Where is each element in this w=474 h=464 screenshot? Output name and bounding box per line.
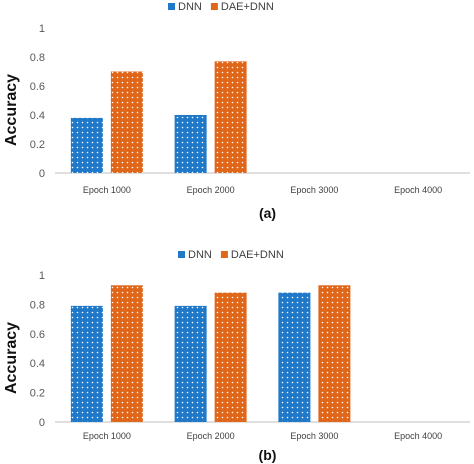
x-tick-label: Epoch 2000 [187,431,235,441]
legend-label-0: DNN [178,1,202,13]
y-tick-label: 0.6 [30,81,45,93]
x-tick-label: Epoch 1000 [83,431,131,441]
legend-label-0: DNN [188,249,212,261]
legend-swatch-0 [178,251,185,258]
chart-panel-a: DNN DAE+DNN 0 0.2 0.4 0.6 0.8 1 Accuracy Epoch 10… [3,1,470,221]
y-axis-label: Accuracy [3,74,20,146]
bar-dnn-2 [174,115,207,173]
bar-dae-dnn-2 [214,61,247,173]
y-tick-label: 1 [39,270,45,282]
legend-label-1: DAE+DNN [221,1,274,13]
panel-label: (b) [259,447,277,463]
chart-panel-b: DNN DAE+DNN 0 0.2 0.4 0.6 0.8 1 Accuracy Epoch 10… [3,249,470,463]
bar-dnn-1 [70,117,103,173]
bar-dnn-3 [278,292,311,422]
x-tick-label: Epoch 2000 [187,185,235,195]
y-tick-label: 0.4 [30,110,45,122]
y-tick-label: 1 [39,23,45,35]
y-tick-label: 0.2 [30,388,45,400]
x-tick-label: Epoch 3000 [290,431,338,441]
y-tick-label: 0.6 [30,329,45,341]
y-tick-label: 0 [39,168,45,180]
legend-swatch-1 [210,3,218,10]
legend-swatch-0 [168,3,175,10]
bar-dae-dnn-3 [318,285,351,422]
legend-label-1: DAE+DNN [231,249,284,261]
panel-label: (a) [259,205,276,221]
y-axis-label: Accuracy [3,322,20,394]
y-tick-label: 0.4 [30,358,45,370]
y-tick-label: 0.2 [30,139,45,151]
y-tick-label: 0 [39,417,45,429]
bar-dnn-1 [70,305,103,422]
x-tick-label: Epoch 3000 [290,185,338,195]
x-tick-label: Epoch 4000 [394,431,442,441]
bar-dae-dnn-2 [214,292,247,422]
bar-dae-dnn-1 [110,285,143,422]
bar-dae-dnn-1 [110,71,143,173]
y-tick-label: 0.8 [30,52,45,64]
legend-swatch-1 [220,251,228,258]
y-tick-label: 0.8 [30,299,45,311]
x-tick-label: Epoch 1000 [83,185,131,195]
bar-dnn-2 [174,305,207,422]
x-tick-label: Epoch 4000 [394,185,442,195]
